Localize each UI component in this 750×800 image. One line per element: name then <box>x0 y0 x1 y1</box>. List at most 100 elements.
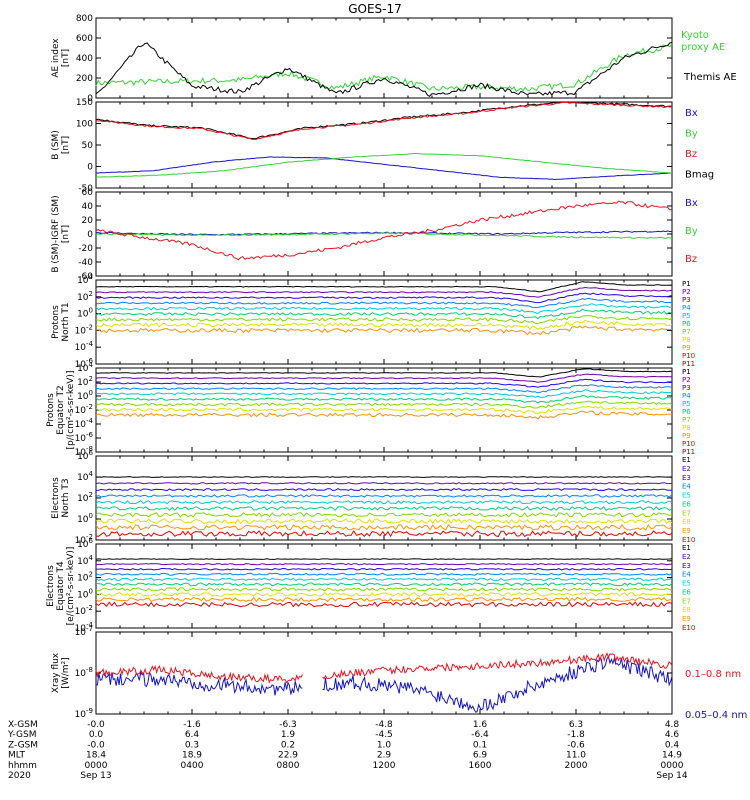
series-channel-8 <box>95 518 673 525</box>
series-channel-5 <box>95 500 673 505</box>
legend-channel-P4: P4 <box>682 392 691 400</box>
series-bx <box>95 156 673 181</box>
panel-xray: 10-7 10-8 10-9 Xray flux [W/m²] 0.1–0.8 nm 0.0… <box>51 625 747 721</box>
ephemeris-value: 6.4 <box>185 730 200 740</box>
legend-channel-E7: E7 <box>682 509 691 517</box>
ephemeris-value: Sep 13 <box>80 771 111 781</box>
series-channel-6 <box>95 394 673 404</box>
y-tick-label: 100 <box>77 512 93 525</box>
ephemeris-value: 1.9 <box>281 730 296 740</box>
series-channel-5 <box>95 577 673 581</box>
legend-channel-E2: E2 <box>682 553 691 561</box>
ephemeris-value: 0.2 <box>281 740 295 750</box>
series-channel-2 <box>95 563 673 566</box>
panel-frame <box>95 543 673 629</box>
series-bmag <box>95 101 672 140</box>
legend-channel-E2: E2 <box>682 465 691 473</box>
legend-0-1-0-8-nm: 0.1–0.8 nm <box>685 669 741 680</box>
y-tick-label: 10-8 <box>75 445 93 458</box>
legend-by: By <box>685 226 698 237</box>
legend-channel-P5: P5 <box>682 400 691 408</box>
legend-0-05-0-4-nm: 0.05–0.4 nm <box>685 710 747 721</box>
ephemeris-value: 1600 <box>469 761 492 771</box>
panel-bigrf: 60 40 20 0 -20 -40 -60 B (SM)-IGRF (SM) [nT] Bx By… <box>51 188 698 282</box>
y-axis-label: [W/m²] <box>61 657 71 688</box>
y-axis-label: North T1 <box>61 302 71 341</box>
series-channel-1 <box>95 558 673 561</box>
legend-channel-P2: P2 <box>682 376 691 384</box>
series-channel-8 <box>95 405 673 415</box>
y-tick-label: -40 <box>78 258 93 268</box>
y-axis-label: Equator T2 <box>56 385 66 434</box>
y-tick-label: 10-2 <box>75 403 93 416</box>
y-tick-label: 10-2 <box>75 533 93 546</box>
series-igrf-by <box>95 232 673 240</box>
series-channel-10 <box>95 601 673 608</box>
series-channel-7 <box>95 315 673 325</box>
y-tick-label: 40 <box>82 202 94 212</box>
ephemeris-label: Z-GSM <box>8 740 38 750</box>
ephemeris-value: -6.3 <box>279 720 297 730</box>
y-tick-label: 10-4 <box>75 340 94 353</box>
y-tick-label: -20 <box>78 244 93 254</box>
series-channel-1 <box>95 368 673 378</box>
panel-frame <box>95 17 673 99</box>
legend-channel-P9: P9 <box>682 344 691 352</box>
ephemeris-table: X-GSM -0.0 -1.6 -6.3 -4.8 1.6 6.3 4.8 Y-GSM 0.0 6.… <box>7 720 688 781</box>
ephemeris-value: 0000 <box>85 761 108 771</box>
series-channel-7 <box>95 400 673 409</box>
ephemeris-value: 22.9 <box>278 751 298 761</box>
y-tick-label: 150 <box>76 98 93 108</box>
y-axis-label: [nT] <box>61 49 71 67</box>
legend-channel-P8: P8 <box>682 424 691 432</box>
y-tick-label: 400 <box>76 54 93 64</box>
series-channel-5 <box>95 303 673 315</box>
legend-channel-P4: P4 <box>682 304 691 312</box>
series-kyoto-proxy-ae <box>95 43 673 93</box>
ephemeris-value: Sep 14 <box>656 771 688 781</box>
series-igrf-bz <box>95 200 673 261</box>
legend-channel-P9: P9 <box>682 432 691 440</box>
y-tick-label: 104 <box>77 273 93 286</box>
series-channel-8 <box>95 591 673 597</box>
y-axis-label: Electrons <box>51 477 61 519</box>
ephemeris-value: 0800 <box>277 761 300 771</box>
legend-channel-P6: P6 <box>682 408 691 416</box>
legend-bz: Bz <box>685 149 697 160</box>
ephemeris-value: 18.9 <box>182 751 202 761</box>
y-axis-label: Electrons <box>46 565 56 607</box>
legend-by: By <box>685 129 698 140</box>
y-tick-label: 106 <box>77 537 93 550</box>
ephemeris-value: 0400 <box>181 761 204 771</box>
legend-channel-P6: P6 <box>682 320 691 328</box>
y-tick-label: 100 <box>77 389 93 402</box>
ephemeris-value: -1.6 <box>183 720 201 730</box>
y-tick-label: 10-9 <box>75 707 93 720</box>
y-tick-label: 10-2 <box>75 604 93 617</box>
ephemeris-value: 4.8 <box>665 720 680 730</box>
legend-channel-P5: P5 <box>682 312 691 320</box>
y-tick-label: 10-2 <box>75 323 93 336</box>
series-channel-4 <box>95 572 673 576</box>
y-tick-label: 104 <box>77 361 93 374</box>
series-channel-6 <box>95 582 673 587</box>
y-axis-label: [p/(cm²-s-sr-keV)] <box>66 371 76 450</box>
series-channel-3 <box>95 292 673 304</box>
plot-title: GOES-17 <box>348 2 402 16</box>
y-tick-label: 106 <box>77 449 93 462</box>
series-channel-2 <box>95 373 673 383</box>
legend-channel-E4: E4 <box>682 483 691 491</box>
series-channel-9 <box>95 596 673 603</box>
legend-channel-E1: E1 <box>682 456 691 464</box>
y-tick-label: -50 <box>78 184 93 194</box>
y-axis-label: B (SM) <box>51 130 61 160</box>
y-tick-label: 10-4 <box>75 621 94 634</box>
ephemeris-value: 18.4 <box>86 751 106 761</box>
y-tick-label: 100 <box>77 307 93 320</box>
legend-bz: Bz <box>685 254 697 265</box>
ephemeris-label: MLT <box>8 751 26 761</box>
